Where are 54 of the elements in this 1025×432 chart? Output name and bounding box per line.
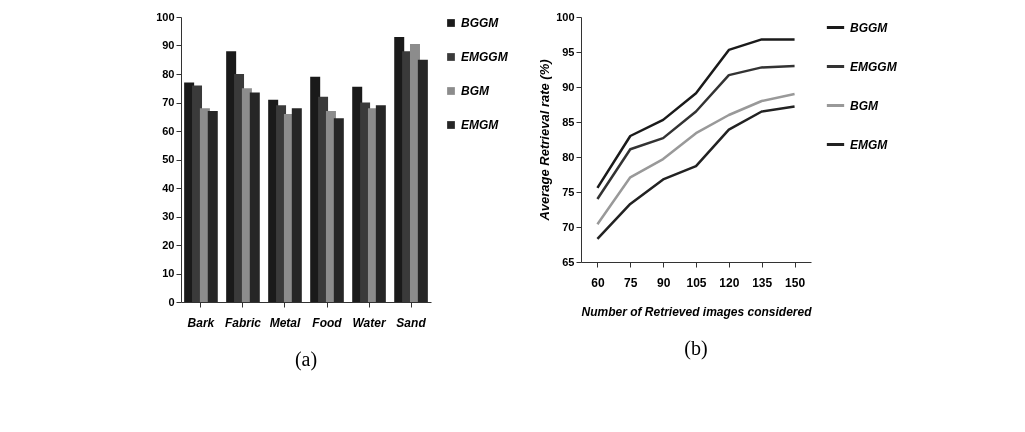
x-tick-label: Metal xyxy=(269,315,301,330)
legend-label: BGM xyxy=(850,98,879,113)
y-tick-label: 90 xyxy=(562,80,575,93)
y-tick-label: 80 xyxy=(562,150,575,163)
x-tick-label: Fabric xyxy=(224,315,262,330)
bar xyxy=(375,105,386,302)
legend-label: EMGGM xyxy=(461,50,509,64)
legend-label: BGGM xyxy=(461,16,500,30)
bar xyxy=(207,111,218,302)
y-tick-label: 70 xyxy=(162,96,175,108)
y-tick-label: 40 xyxy=(162,181,175,194)
y-tick-label: 80 xyxy=(162,67,175,80)
y-tick-label: 90 xyxy=(162,39,175,51)
y-axis-title: Average Retrieval rate (%) xyxy=(537,59,553,222)
y-tick-label: 100 xyxy=(556,10,575,23)
bar xyxy=(249,92,260,302)
line-series xyxy=(596,64,796,201)
legend-label: BGGM xyxy=(850,20,889,35)
legend-label: EMGM xyxy=(850,137,889,152)
x-tick-label: 150 xyxy=(785,275,806,290)
y-tick-label: 85 xyxy=(562,115,575,128)
y-tick-label: 30 xyxy=(162,210,175,222)
line-series xyxy=(596,105,796,241)
y-tick-label: 20 xyxy=(162,238,175,251)
y-tick-label: 0 xyxy=(168,295,175,308)
y-tick-label: 60 xyxy=(162,124,175,137)
y-tick-label: 65 xyxy=(562,255,575,268)
x-tick-label: 105 xyxy=(686,275,707,290)
y-tick-label: 50 xyxy=(162,153,175,165)
x-tick-label: 75 xyxy=(624,275,638,290)
x-tick-label: Bark xyxy=(187,315,216,330)
bar xyxy=(291,108,302,302)
x-tick-label: 135 xyxy=(752,275,773,290)
y-tick-label: 70 xyxy=(562,220,575,233)
x-tick-label: Food xyxy=(312,315,343,330)
legend-label: BGM xyxy=(461,84,490,98)
y-tick-label: 95 xyxy=(562,45,575,58)
line-series xyxy=(596,92,796,226)
y-tick-label: 100 xyxy=(156,10,175,23)
x-tick-label: 90 xyxy=(656,275,671,290)
x-tick-label: 60 xyxy=(591,275,605,290)
line-series xyxy=(596,38,796,190)
y-tick-label: 75 xyxy=(562,185,575,198)
y-tick-label: 10 xyxy=(162,267,175,279)
x-tick-label: Sand xyxy=(396,315,427,330)
x-axis-title: Number of Retrieved images considered xyxy=(581,304,813,319)
legend-label: EMGGM xyxy=(850,59,898,74)
text: (a) xyxy=(294,348,318,371)
text: (b) xyxy=(684,337,708,360)
x-tick-label: 120 xyxy=(719,275,740,290)
bar xyxy=(333,118,344,302)
legend-label: EMGM xyxy=(461,118,500,132)
x-tick-label: Water xyxy=(352,315,387,330)
bar xyxy=(417,59,428,302)
